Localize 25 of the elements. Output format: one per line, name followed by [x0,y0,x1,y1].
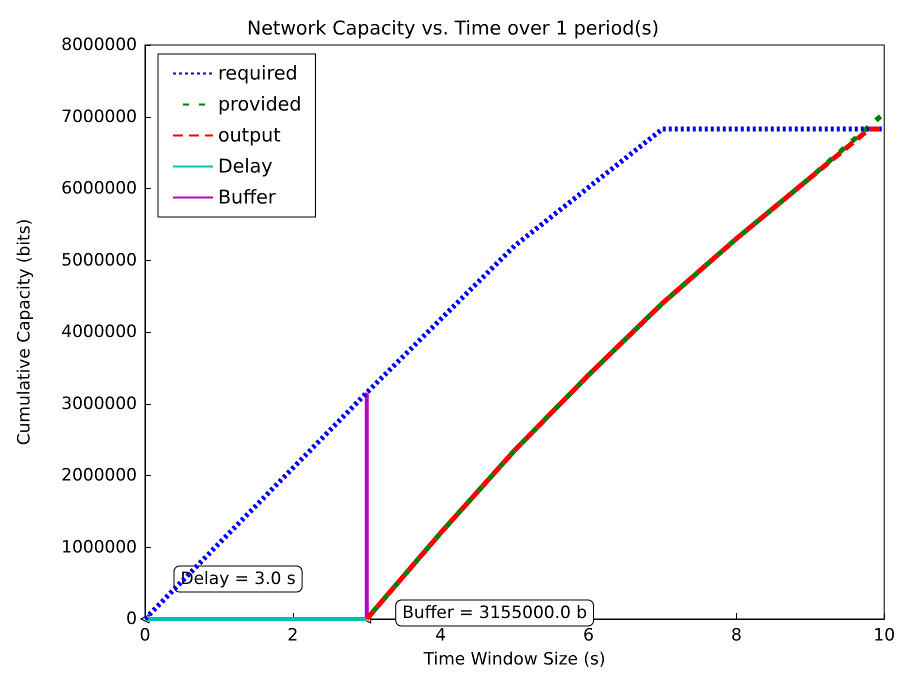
legend-label: output [218,124,281,146]
y-tick-label: 3000000 [61,394,137,414]
y-tick-label: 8000000 [61,35,137,55]
chart-title: Network Capacity vs. Time over 1 period(s) [247,18,659,40]
y-tick-label: 0 [126,609,137,629]
legend-label: Buffer [218,186,276,208]
y-axis-title: Cumulative Capacity (bits) [14,218,34,446]
x-tick-label: 8 [730,626,742,646]
y-tick-label: 4000000 [61,322,137,342]
x-tick-label: 4 [435,626,446,646]
legend-label: provided [218,94,302,116]
x-tick-label: 6 [583,626,594,646]
y-tick-label: 1000000 [61,537,137,558]
y-tick-label: 6000000 [61,178,137,198]
x-tick-label: 0 [140,626,150,646]
legend-label: required [218,62,298,84]
x-axis-title: Time Window Size (s) [422,650,606,670]
y-tick-label: 2000000 [61,466,137,486]
annotation: Buffer = 3155000.0 b [402,603,588,623]
legend-label: Delay [218,156,272,178]
y-tick-label: 5000000 [61,250,137,270]
x-tick-label: 10 [873,626,896,646]
annotation: Delay = 3.0 s [180,569,296,589]
x-tick-label: 2 [287,626,298,646]
y-tick-label: 7000000 [61,106,137,127]
